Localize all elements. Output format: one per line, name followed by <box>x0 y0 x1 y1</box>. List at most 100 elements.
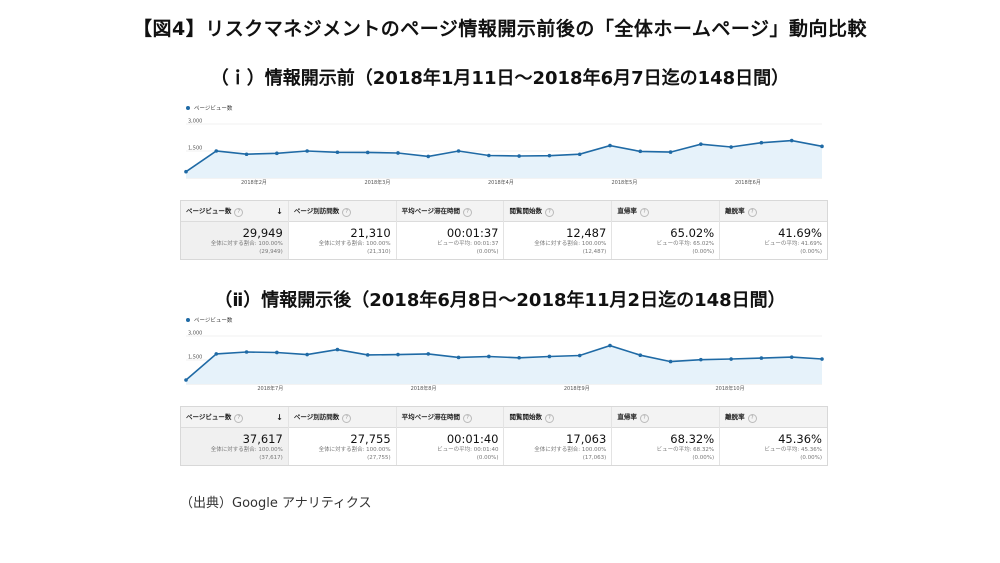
stat-sub-2: (27,755) <box>294 454 391 462</box>
data-point[interactable] <box>548 355 552 359</box>
help-icon[interactable]: ? <box>463 208 472 217</box>
data-point[interactable] <box>275 152 279 156</box>
page-title: 【図4】リスクマネジメントのページ情報開示前後の「全体ホームページ」動向比較 <box>0 14 1000 41</box>
help-icon[interactable]: ? <box>748 208 757 217</box>
stat-header[interactable]: 平均ページ滞在時間? <box>397 407 504 428</box>
data-point[interactable] <box>638 353 642 357</box>
stat-column: 直帰率? 68.32% ビューの平均: 68.32% (0.00%) <box>611 407 719 465</box>
data-point[interactable] <box>729 145 733 149</box>
stat-column: ページビュー数? ↓ 37,617 全体に対する割合: 100.00% (37,617) <box>181 407 288 465</box>
data-point[interactable] <box>790 355 794 359</box>
data-point[interactable] <box>305 149 309 153</box>
help-icon[interactable]: ? <box>463 414 472 423</box>
data-point[interactable] <box>699 358 703 362</box>
data-point[interactable] <box>396 353 400 357</box>
stat-header[interactable]: 直帰率? <box>612 201 719 222</box>
data-point[interactable] <box>184 378 188 382</box>
stat-column: ページ別訪問数? 21,310 全体に対する割合: 100.00% (21,310) <box>288 201 396 259</box>
stat-value: 45.36% <box>725 432 822 446</box>
help-icon[interactable]: ? <box>234 208 243 217</box>
data-point[interactable] <box>638 150 642 154</box>
help-icon[interactable]: ? <box>342 208 351 217</box>
data-point[interactable] <box>608 144 612 148</box>
data-point[interactable] <box>336 348 340 352</box>
data-point[interactable] <box>426 352 430 356</box>
stat-header[interactable]: 直帰率? <box>612 407 719 428</box>
data-point[interactable] <box>517 154 521 158</box>
data-point[interactable] <box>457 356 461 360</box>
help-icon[interactable]: ? <box>640 208 649 217</box>
legend-label: ページビュー数 <box>194 316 233 324</box>
help-icon[interactable]: ? <box>545 414 554 423</box>
stat-header[interactable]: ページ別訪問数? <box>289 201 396 222</box>
stat-header[interactable]: 閲覧開始数? <box>504 407 611 428</box>
stat-sub-1: 全体に対する割合: 100.00% <box>509 240 606 248</box>
stat-value: 29,949 <box>186 226 283 240</box>
help-icon[interactable]: ? <box>545 208 554 217</box>
data-point[interactable] <box>669 150 673 154</box>
data-point[interactable] <box>214 149 218 153</box>
x-tick-label: 2018年10月 <box>716 385 745 392</box>
stat-header[interactable]: ページビュー数? ↓ <box>181 201 288 222</box>
series-area <box>186 346 822 384</box>
data-point[interactable] <box>548 154 552 158</box>
data-point[interactable] <box>487 154 491 158</box>
y-tick-label: 3,000 <box>188 119 202 125</box>
stat-label: ページビュー数 <box>186 413 231 421</box>
sort-arrow-icon[interactable]: ↓ <box>276 207 283 216</box>
data-point[interactable] <box>487 355 491 359</box>
stat-value: 00:01:37 <box>402 226 499 240</box>
data-point[interactable] <box>760 356 764 360</box>
stat-sub-2: (0.00%) <box>725 248 822 256</box>
data-point[interactable] <box>760 141 764 145</box>
data-point[interactable] <box>305 353 309 357</box>
data-point[interactable] <box>366 151 370 155</box>
stat-sub-1: ビューの平均: 41.69% <box>725 240 822 248</box>
section-2-stats: ページビュー数? ↓ 37,617 全体に対する割合: 100.00% (37,617)… <box>180 406 828 466</box>
data-point[interactable] <box>336 150 340 154</box>
stat-label: 閲覧開始数 <box>509 413 542 421</box>
help-icon[interactable]: ? <box>640 414 649 423</box>
data-point[interactable] <box>517 356 521 360</box>
stat-header[interactable]: 離脱率? <box>720 407 827 428</box>
data-point[interactable] <box>578 354 582 358</box>
source-note: （出典）Google アナリティクス <box>180 492 372 511</box>
stat-header[interactable]: 閲覧開始数? <box>504 201 611 222</box>
data-point[interactable] <box>578 152 582 156</box>
stat-sub-2: (21,310) <box>294 248 391 256</box>
section-1-heading: （ｉ）情報開示前（2018年1月11日～2018年6月7日迄の148日間） <box>0 64 1000 90</box>
help-icon[interactable]: ? <box>748 414 757 423</box>
data-point[interactable] <box>790 139 794 143</box>
data-point[interactable] <box>396 151 400 155</box>
stat-sub-1: 全体に対する割合: 100.00% <box>294 446 391 454</box>
data-point[interactable] <box>699 142 703 146</box>
data-point[interactable] <box>245 152 249 156</box>
sort-arrow-icon[interactable]: ↓ <box>276 413 283 422</box>
help-icon[interactable]: ? <box>342 414 351 423</box>
data-point[interactable] <box>669 360 673 364</box>
stat-header[interactable]: ページビュー数? ↓ <box>181 407 288 428</box>
data-point[interactable] <box>608 344 612 348</box>
stat-value: 68.32% <box>617 432 714 446</box>
stat-sub-2: (0.00%) <box>617 248 714 256</box>
data-point[interactable] <box>245 350 249 354</box>
data-point[interactable] <box>426 155 430 159</box>
stat-header[interactable]: 離脱率? <box>720 201 827 222</box>
stat-header[interactable]: 平均ページ滞在時間? <box>397 201 504 222</box>
data-point[interactable] <box>366 353 370 357</box>
data-point[interactable] <box>214 352 218 356</box>
stat-sub-2: (0.00%) <box>725 454 822 462</box>
stat-header[interactable]: ページ別訪問数? <box>289 407 396 428</box>
data-point[interactable] <box>184 170 188 174</box>
stat-value: 27,755 <box>294 432 391 446</box>
data-point[interactable] <box>820 145 824 149</box>
data-point[interactable] <box>820 357 824 361</box>
data-point[interactable] <box>729 357 733 361</box>
section-1-chart: ページビュー数 3,000 1,500 2018年2月 2018年3月 2018年4月 20… <box>176 100 830 186</box>
data-point[interactable] <box>457 149 461 153</box>
data-point[interactable] <box>275 351 279 355</box>
x-tick-label: 2018年4月 <box>488 179 514 186</box>
help-icon[interactable]: ? <box>234 414 243 423</box>
stat-sub-1: ビューの平均: 45.36% <box>725 446 822 454</box>
stat-label: 直帰率 <box>617 207 637 215</box>
